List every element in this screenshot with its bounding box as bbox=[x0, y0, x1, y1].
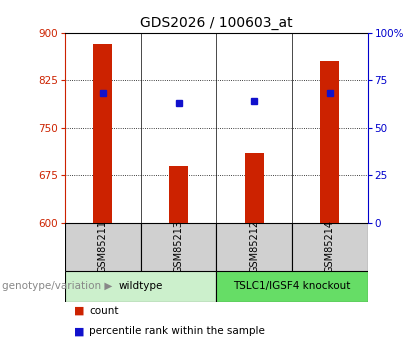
Bar bbox=[244, 153, 264, 223]
Text: percentile rank within the sample: percentile rank within the sample bbox=[89, 326, 265, 336]
Bar bbox=[216, 271, 368, 302]
Bar bbox=[93, 43, 113, 223]
Bar bbox=[320, 61, 339, 223]
Text: genotype/variation ▶: genotype/variation ▶ bbox=[2, 282, 113, 291]
Text: count: count bbox=[89, 306, 119, 316]
Text: ■: ■ bbox=[74, 326, 84, 336]
Bar bbox=[65, 271, 216, 302]
Text: GSM85211: GSM85211 bbox=[98, 220, 108, 273]
Bar bbox=[292, 223, 368, 271]
Text: ■: ■ bbox=[74, 306, 84, 316]
Text: GSM85212: GSM85212 bbox=[249, 220, 259, 273]
Text: GSM85214: GSM85214 bbox=[325, 220, 335, 273]
Text: TSLC1/IGSF4 knockout: TSLC1/IGSF4 knockout bbox=[233, 282, 351, 291]
Text: GSM85213: GSM85213 bbox=[173, 220, 184, 273]
Title: GDS2026 / 100603_at: GDS2026 / 100603_at bbox=[140, 16, 293, 30]
Bar bbox=[169, 166, 188, 223]
Bar bbox=[216, 223, 292, 271]
Bar bbox=[65, 223, 141, 271]
Text: wildtype: wildtype bbox=[118, 282, 163, 291]
Bar bbox=[141, 223, 216, 271]
